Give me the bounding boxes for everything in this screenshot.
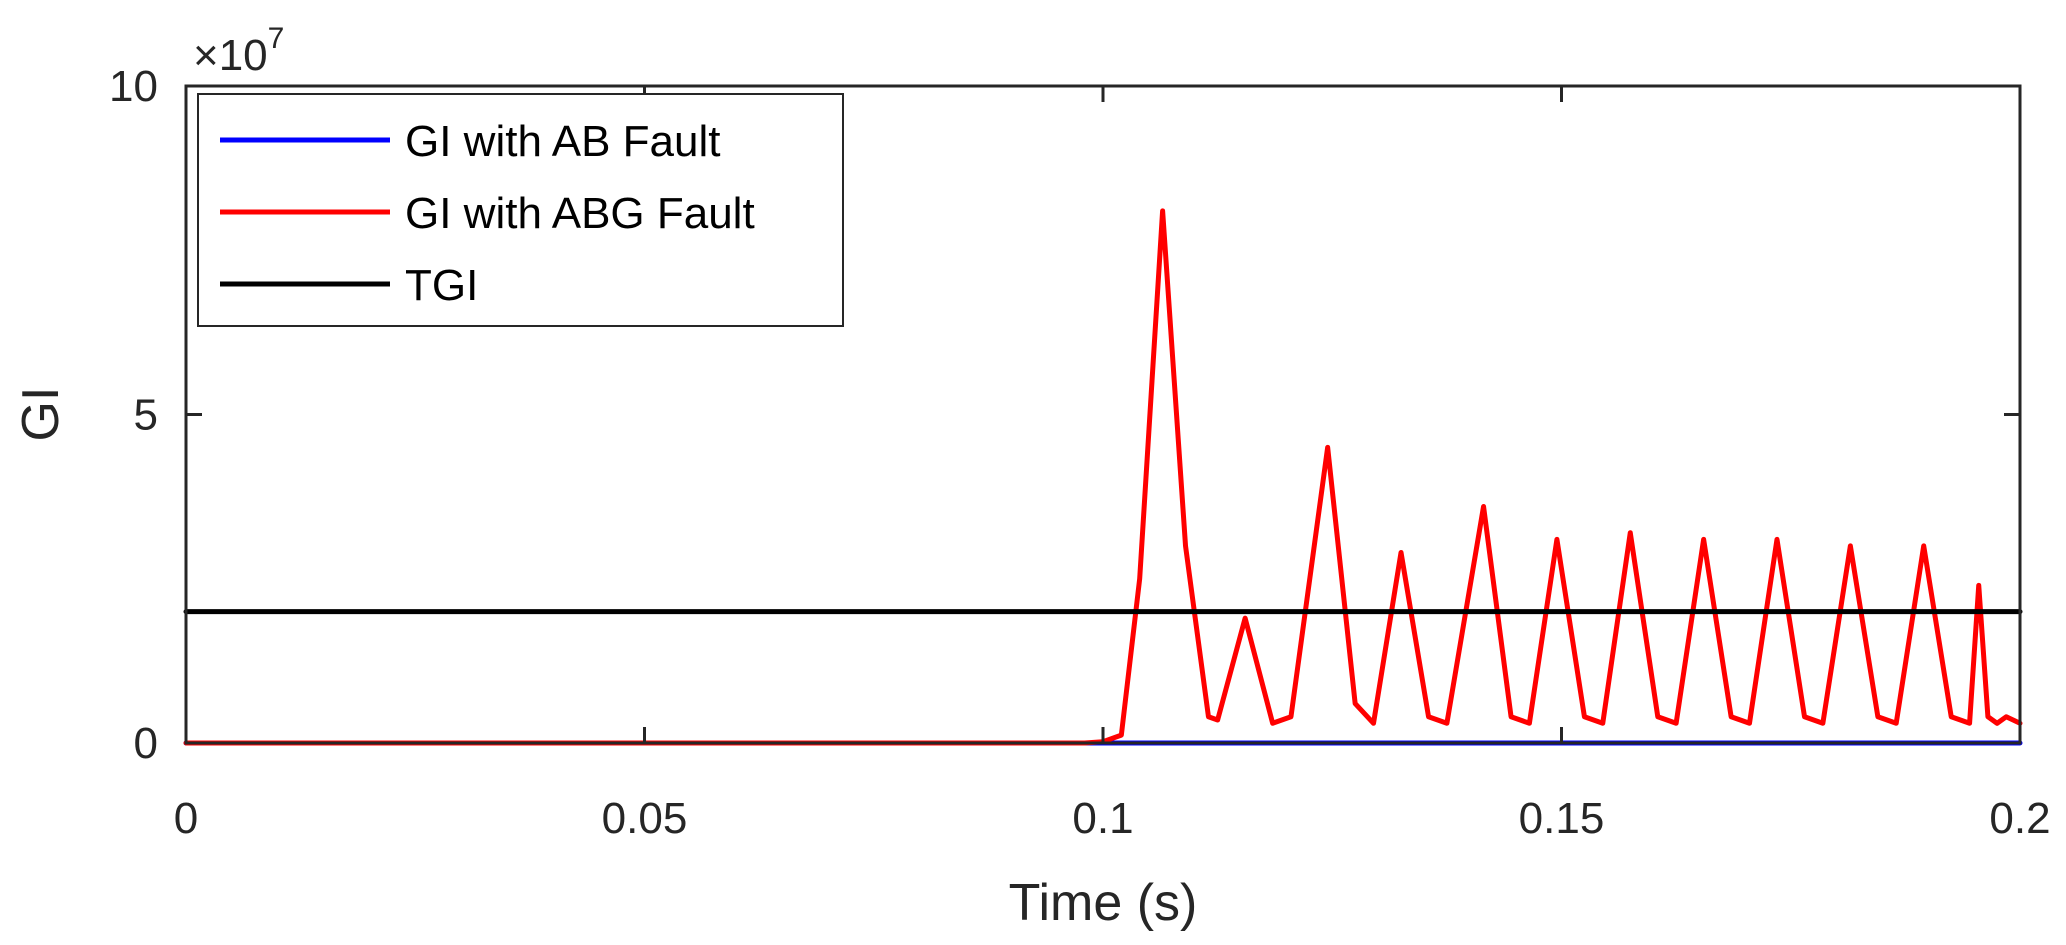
y-tick-label-1: 5 (134, 391, 158, 440)
axis-tick-labels: 0 0.05 0.1 0.15 0.2 0 5 10 (109, 62, 2051, 843)
y-exponent-label: ×107 (193, 22, 284, 80)
x-axis-label: Time (s) (1009, 874, 1198, 932)
series-line-1 (183, 208, 2023, 746)
legend-label-2: TGI (405, 261, 478, 310)
y-tick-label-2: 10 (109, 62, 158, 111)
legend-label-1: GI with ABG Fault (405, 189, 755, 238)
x-tick-label-2: 0.1 (1072, 794, 1133, 843)
svg-text:×107: ×107 (193, 22, 284, 80)
axis-ticks (184, 84, 2022, 745)
x-tick-label-4: 0.2 (1989, 794, 2050, 843)
y-exponent-power: 7 (268, 22, 285, 55)
legend-items: GI with AB Fault GI with ABG Fault TGI (220, 117, 755, 310)
x-tick-label-1: 0.05 (602, 794, 688, 843)
legend-label-0: GI with AB Fault (405, 117, 720, 166)
x-tick-label-0: 0 (174, 794, 198, 843)
y-exponent-prefix: ×10 (193, 31, 268, 80)
x-tick-label-3: 0.15 (1519, 794, 1605, 843)
y-tick-label-0: 0 (134, 719, 158, 768)
y-axis-label: GI (12, 387, 70, 442)
legend: GI with AB Fault GI with ABG Fault TGI (197, 93, 844, 327)
